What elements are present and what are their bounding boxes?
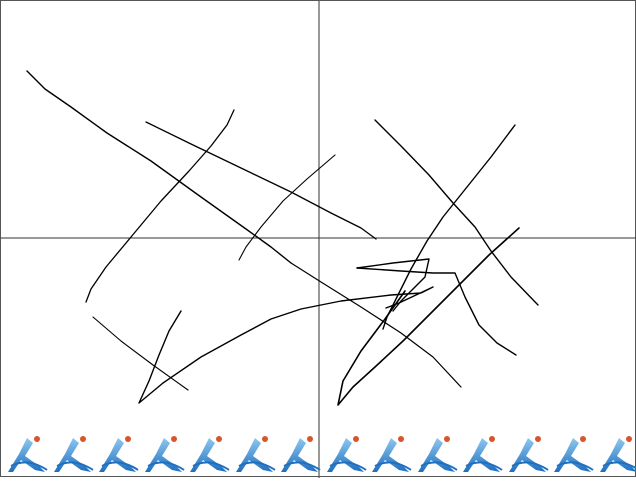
stroke [291,263,461,387]
figure-logo-icon[interactable] [506,430,550,478]
figure-logo-icon[interactable] [415,430,459,478]
figure-logo-icon[interactable] [51,430,95,478]
figure-logo-icon[interactable] [551,430,595,478]
figure-logo-icon[interactable] [369,430,413,478]
icon-tray [1,430,636,478]
stroke [338,228,519,405]
stroke [93,317,188,390]
stroke [139,287,433,403]
figure-logo-icon[interactable] [142,430,186,478]
stroke [86,110,234,302]
figure-logo-icon[interactable] [278,430,322,478]
figure-logo-icon[interactable] [96,430,140,478]
figure-logo-icon[interactable] [233,430,277,478]
figure-logo-icon[interactable] [460,430,504,478]
stroke [357,268,516,355]
stroke [357,259,429,311]
stroke [27,71,291,263]
figure-logo-icon[interactable] [324,430,368,478]
figure-logo-icon[interactable] [5,430,49,478]
figure-logo-icon[interactable] [597,430,636,478]
figure-logo-icon[interactable] [187,430,231,478]
